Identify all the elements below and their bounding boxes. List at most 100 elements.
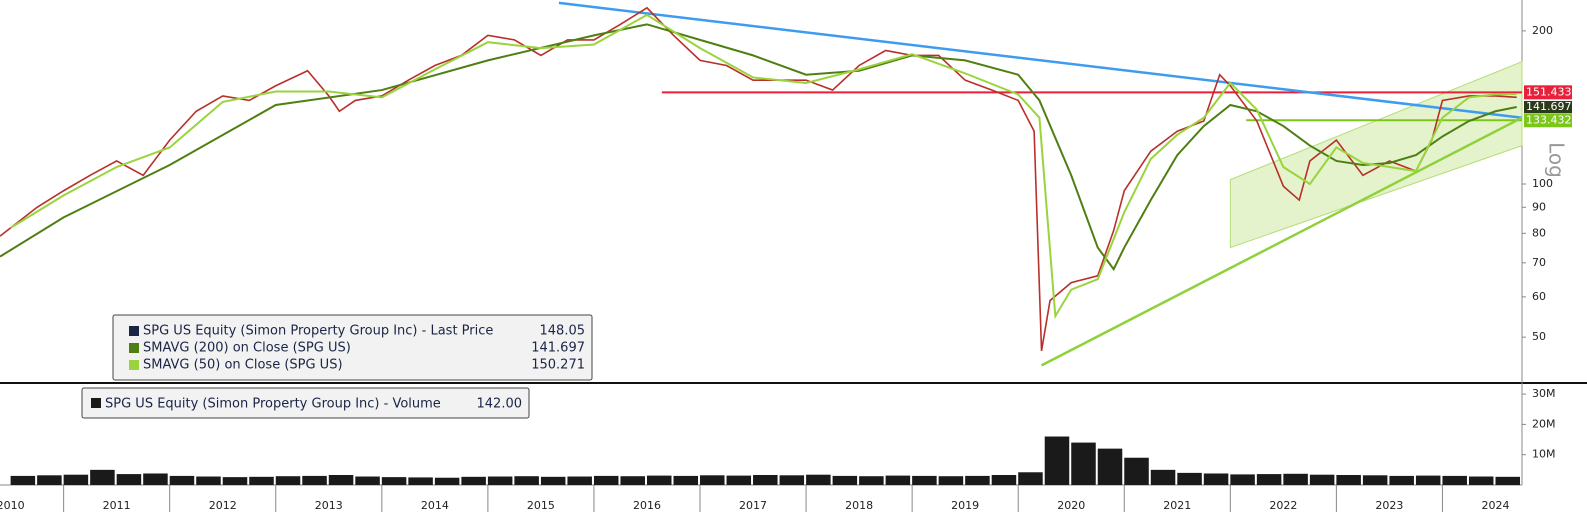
- value-tag: [1524, 101, 1572, 114]
- x-tick-label: 2013: [315, 499, 343, 512]
- volume-bar: [37, 475, 62, 485]
- x-tick-label: 2012: [209, 499, 237, 512]
- volume-bar: [487, 476, 513, 485]
- volume-bar: [1071, 442, 1096, 485]
- y-tick-label: 70: [1532, 256, 1546, 269]
- legend-swatch: [129, 343, 139, 353]
- x-tick-label: 2023: [1375, 499, 1403, 512]
- level-tag-label: 151.433: [1526, 85, 1572, 98]
- volume-bar: [461, 476, 486, 485]
- x-tick-label: 2024: [1481, 499, 1509, 512]
- x-tick-label: 2020: [1057, 499, 1085, 512]
- y-tick-label: 90: [1532, 200, 1546, 213]
- volume-bar: [275, 476, 301, 485]
- legend-swatch: [91, 398, 101, 408]
- volume-bar: [169, 475, 195, 485]
- x-tick-label: 2022: [1269, 499, 1297, 512]
- legend-swatch: [129, 360, 139, 370]
- volume-bar: [1203, 473, 1229, 485]
- x-tick-label: 2021: [1163, 499, 1191, 512]
- legend-label: SMAVG (200) on Close (SPG US): [143, 341, 351, 356]
- volume-bar: [408, 477, 433, 485]
- volume-bar: [1097, 448, 1123, 485]
- legend-value: 141.697: [531, 341, 585, 356]
- volume-bar: [779, 475, 805, 485]
- volume-bar: [10, 475, 36, 485]
- trendline: [1040, 116, 1523, 367]
- series-line: [0, 6, 1517, 351]
- legend-swatch: [129, 326, 139, 336]
- value-tag-label: 141.697: [1526, 100, 1572, 113]
- volume-bar: [222, 477, 248, 485]
- volume-bar: [991, 475, 1017, 485]
- volume-bar: [196, 476, 221, 485]
- volume-bar: [912, 475, 937, 485]
- legend-value: 148.05: [540, 324, 586, 339]
- volume-bar: [832, 475, 858, 485]
- volume-bar: [700, 475, 725, 485]
- volume-bar: [1230, 474, 1255, 485]
- y-axis-label: Log: [1545, 142, 1569, 178]
- y-tick-label: 200: [1532, 24, 1553, 37]
- volume-bar: [1177, 472, 1202, 485]
- legend-label: SPG US Equity (Simon Property Group Inc)…: [105, 397, 441, 412]
- x-tick-label: 2017: [739, 499, 767, 512]
- x-tick-label: 2015: [527, 499, 555, 512]
- level-tag-label: 133.432: [1526, 113, 1572, 126]
- x-tick-label: 2010: [0, 499, 25, 512]
- volume-bar: [1468, 476, 1494, 485]
- volume-bar: [965, 475, 990, 485]
- legend-value: 150.271: [531, 358, 585, 373]
- volume-bar: [90, 469, 115, 485]
- volume-bar: [381, 477, 407, 485]
- legend-value: 142.00: [477, 397, 523, 412]
- volume-bar: [885, 475, 911, 485]
- level-tag: [1524, 113, 1572, 128]
- x-tick-label: 2019: [951, 499, 979, 512]
- volume-bar: [1415, 475, 1441, 485]
- volume-bar: [1283, 473, 1308, 485]
- y-tick-label: 10M: [1532, 448, 1556, 461]
- volume-bar: [302, 475, 327, 485]
- legend-box: [112, 314, 593, 381]
- legend-box: [81, 387, 530, 419]
- volume-bar: [355, 476, 380, 485]
- volume-bar: [859, 476, 884, 485]
- volume-bar: [1256, 474, 1282, 485]
- x-tick-label: 2016: [633, 499, 661, 512]
- legend-label: SPG US Equity (Simon Property Group Inc)…: [143, 324, 493, 339]
- volume-bar: [1044, 436, 1070, 485]
- volume-bar: [143, 473, 168, 485]
- volume-bar: [1336, 475, 1361, 485]
- y-tick-label: 100: [1532, 177, 1553, 190]
- y-tick-label: 20M: [1532, 417, 1556, 430]
- y-tick-label: 80: [1532, 226, 1546, 239]
- volume-bar: [1495, 476, 1520, 485]
- volume-bar: [1309, 474, 1335, 485]
- volume-bar: [1018, 472, 1043, 485]
- volume-bar: [328, 475, 354, 485]
- x-tick-label: 2014: [421, 499, 449, 512]
- volume-bar: [514, 476, 539, 485]
- volume-bar: [673, 475, 699, 485]
- volume-bar: [726, 475, 752, 485]
- level-tag: [1524, 85, 1572, 100]
- volume-bar: [1442, 475, 1467, 485]
- volume-bar: [593, 475, 619, 485]
- y-tick-label: 60: [1532, 290, 1546, 303]
- volume-bar: [806, 474, 831, 485]
- volume-bar: [567, 476, 592, 485]
- volume-bar: [540, 476, 566, 485]
- x-tick-label: 2018: [845, 499, 873, 512]
- y-tick-label: 30M: [1532, 387, 1556, 400]
- volume-bar: [938, 476, 964, 485]
- volume-bar: [63, 474, 89, 485]
- volume-bar: [434, 477, 460, 485]
- y-tick-label: 50: [1532, 330, 1546, 343]
- volume-bar: [646, 475, 672, 485]
- volume-bar: [753, 475, 778, 485]
- volume-bar: [1362, 475, 1388, 485]
- volume-bar: [116, 474, 142, 485]
